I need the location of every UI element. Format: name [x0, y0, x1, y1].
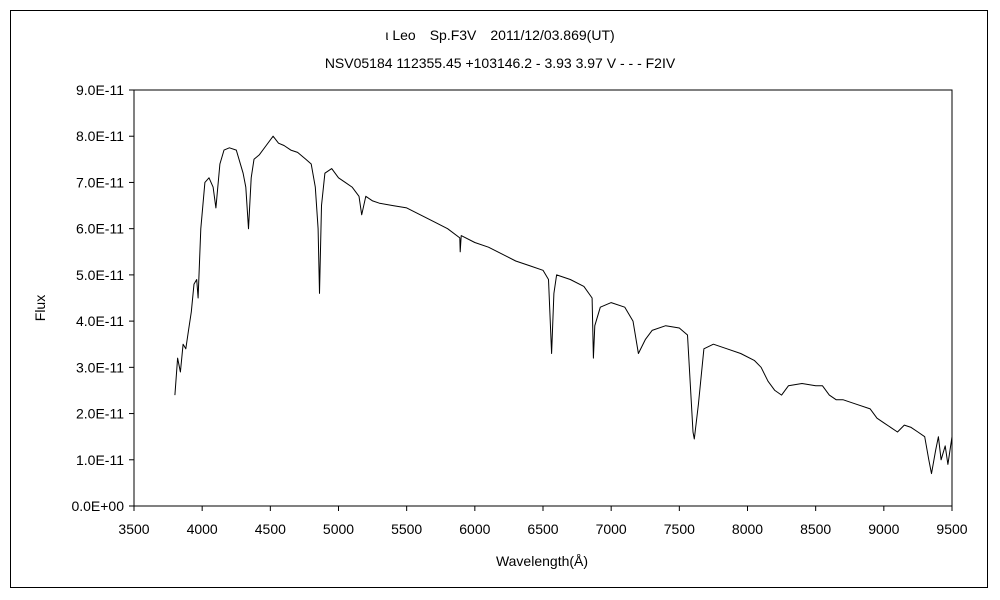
- chart-frame: [10, 10, 988, 588]
- chart-subtitle: NSV05184 112355.45 +103146.2 - 3.93 3.97…: [324, 55, 676, 71]
- chart-title: ι Leo Sp.F3V 2011/12/03.869(UT): [385, 27, 615, 43]
- y-axis-label: Flux: [32, 295, 48, 321]
- x-tick-label: 5000: [323, 521, 354, 537]
- x-tick-label: 7500: [664, 521, 695, 537]
- series-line-0: [174, 135, 953, 475]
- x-tick-label: 8500: [800, 521, 831, 537]
- x-tick-label: 5500: [391, 521, 422, 537]
- y-tick-label: 4.0E-11: [76, 313, 124, 329]
- y-tick-label: 9.0E-11: [76, 82, 124, 98]
- plot-border: [133, 89, 953, 507]
- x-tick-label: 6500: [527, 521, 558, 537]
- y-tick-label: 6.0E-11: [76, 221, 124, 237]
- y-tick-label: 0.0E+00: [71, 498, 124, 514]
- x-tick-label: 7000: [596, 521, 627, 537]
- x-tick-label: 9000: [868, 521, 899, 537]
- x-tick-label: 4500: [255, 521, 286, 537]
- x-tick-label: 9500: [936, 521, 967, 537]
- x-tick-label: 6000: [459, 521, 490, 537]
- x-tick-label: 4000: [187, 521, 218, 537]
- y-tick-label: 8.0E-11: [76, 128, 124, 144]
- plot-area: 3500 4000 4500 5000 5500 6000 6500 7000 7500 8000…: [71, 82, 967, 537]
- y-tick-label: 2.0E-11: [76, 406, 124, 422]
- y-tick-label: 1.0E-11: [76, 452, 124, 468]
- x-tick-label: 8000: [732, 521, 763, 537]
- x-axis-label: Wavelength(Å): [496, 553, 588, 569]
- x-tick-label: 3500: [118, 521, 149, 537]
- y-tick-label: 7.0E-11: [76, 174, 124, 190]
- y-tick-label: 5.0E-11: [76, 267, 124, 283]
- y-tick-label: 3.0E-11: [76, 359, 124, 375]
